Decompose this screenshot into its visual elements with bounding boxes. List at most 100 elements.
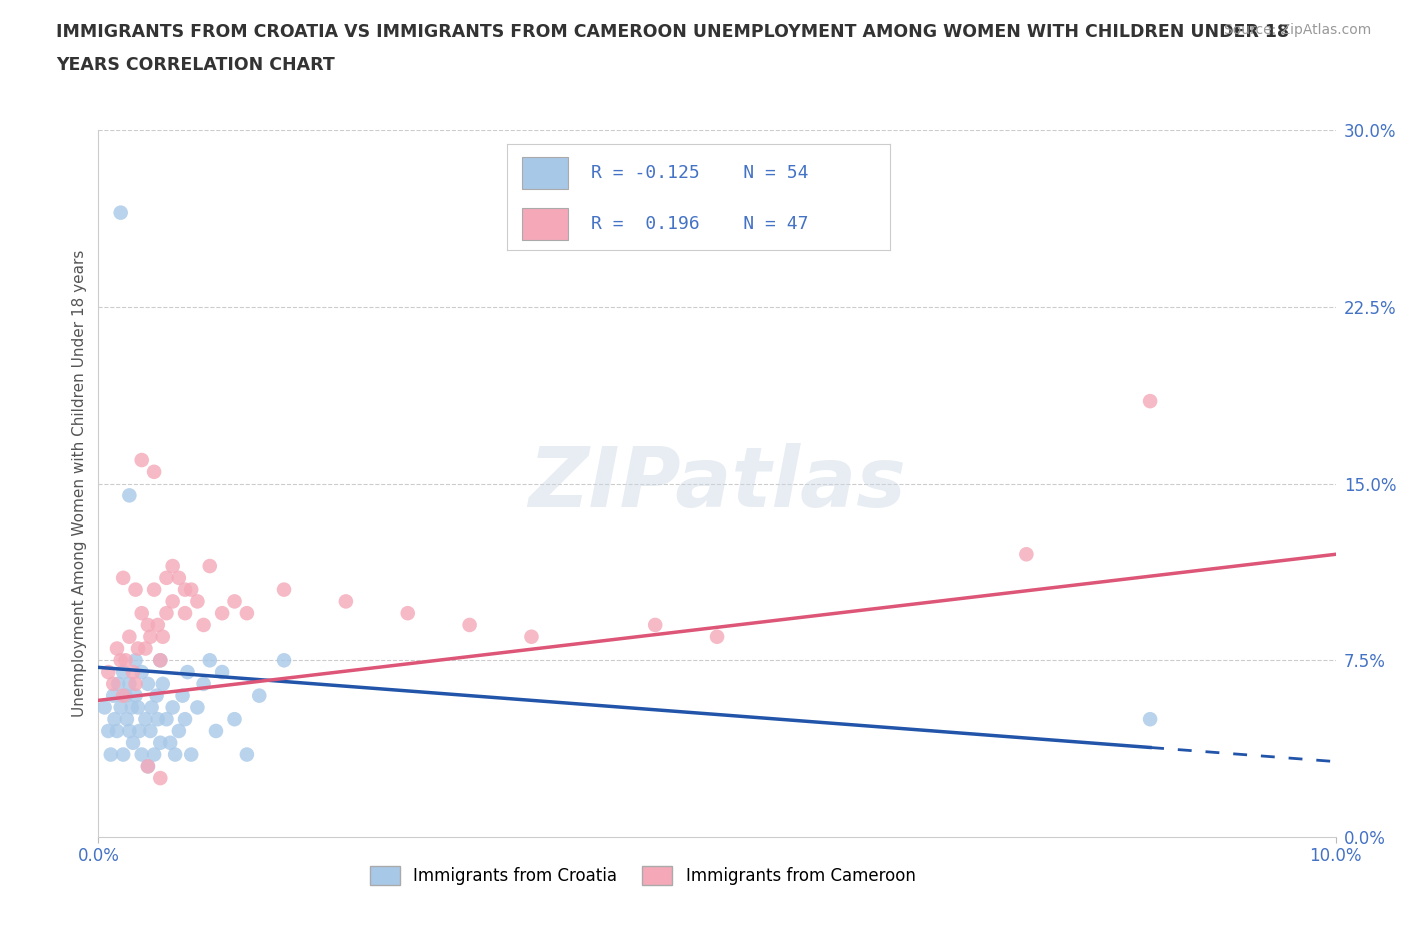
Point bbox=[155, 605, 177, 620]
Point bbox=[115, 711, 138, 726]
Point bbox=[146, 618, 169, 632]
Point bbox=[273, 582, 295, 597]
Point bbox=[118, 630, 141, 644]
Point bbox=[247, 688, 270, 703]
Point bbox=[136, 759, 159, 774]
Point bbox=[198, 559, 221, 574]
Point bbox=[112, 570, 135, 585]
Point bbox=[110, 653, 132, 668]
Point bbox=[122, 736, 145, 751]
Point bbox=[136, 618, 159, 632]
Point bbox=[143, 747, 166, 762]
Point bbox=[520, 630, 543, 644]
Point bbox=[141, 700, 163, 715]
Point bbox=[149, 653, 172, 668]
Text: Source: ZipAtlas.com: Source: ZipAtlas.com bbox=[1223, 23, 1371, 37]
Point bbox=[112, 688, 135, 703]
Point bbox=[162, 700, 184, 715]
Point bbox=[121, 700, 143, 715]
Point bbox=[118, 488, 141, 503]
Point bbox=[103, 688, 125, 703]
Point bbox=[105, 641, 128, 656]
Point bbox=[105, 724, 128, 738]
Point bbox=[136, 759, 159, 774]
Point bbox=[114, 653, 136, 668]
Point bbox=[110, 700, 132, 715]
Point bbox=[118, 724, 141, 738]
Point bbox=[167, 724, 190, 738]
Point bbox=[128, 724, 150, 738]
Point bbox=[112, 665, 135, 680]
Point bbox=[174, 582, 197, 597]
Point bbox=[107, 676, 129, 691]
Point bbox=[396, 605, 419, 620]
Point bbox=[273, 653, 295, 668]
Point bbox=[134, 711, 156, 726]
Point bbox=[155, 570, 177, 585]
Point bbox=[172, 688, 194, 703]
Point bbox=[152, 676, 174, 691]
Point bbox=[152, 630, 174, 644]
Point bbox=[103, 676, 125, 691]
Point bbox=[149, 771, 172, 786]
Point bbox=[159, 736, 181, 751]
Point bbox=[162, 559, 184, 574]
Point bbox=[131, 453, 153, 468]
Point bbox=[114, 688, 136, 703]
Point bbox=[131, 747, 153, 762]
Point bbox=[139, 630, 162, 644]
Point bbox=[193, 618, 215, 632]
Point bbox=[97, 665, 120, 680]
Point bbox=[118, 676, 141, 691]
Point bbox=[1139, 711, 1161, 726]
Point bbox=[143, 464, 166, 479]
Text: IMMIGRANTS FROM CROATIA VS IMMIGRANTS FROM CAMEROON UNEMPLOYMENT AMONG WOMEN WIT: IMMIGRANTS FROM CROATIA VS IMMIGRANTS FR… bbox=[56, 23, 1289, 41]
Point bbox=[112, 747, 135, 762]
Point bbox=[136, 676, 159, 691]
Point bbox=[176, 665, 198, 680]
Point bbox=[139, 724, 162, 738]
Point bbox=[124, 653, 146, 668]
Point bbox=[100, 747, 122, 762]
Point bbox=[174, 711, 197, 726]
Point bbox=[335, 594, 357, 609]
Point bbox=[1139, 393, 1161, 408]
Point bbox=[122, 665, 145, 680]
Point bbox=[706, 630, 728, 644]
Point bbox=[124, 676, 146, 691]
Point bbox=[127, 700, 149, 715]
Point bbox=[224, 594, 246, 609]
Point bbox=[236, 605, 259, 620]
Point bbox=[186, 594, 208, 609]
Point bbox=[162, 594, 184, 609]
Point bbox=[127, 641, 149, 656]
Point bbox=[224, 711, 246, 726]
Point bbox=[458, 618, 481, 632]
Point bbox=[180, 747, 202, 762]
Point bbox=[174, 605, 197, 620]
Point bbox=[149, 653, 172, 668]
Point bbox=[644, 618, 666, 632]
Point bbox=[167, 570, 190, 585]
Point bbox=[193, 676, 215, 691]
Point bbox=[110, 206, 132, 220]
Point bbox=[211, 665, 233, 680]
Point bbox=[131, 605, 153, 620]
Point bbox=[198, 653, 221, 668]
Point bbox=[165, 747, 187, 762]
Point bbox=[1015, 547, 1038, 562]
Text: ZIPatlas: ZIPatlas bbox=[529, 443, 905, 525]
Point bbox=[103, 711, 125, 726]
Point bbox=[131, 665, 153, 680]
Point bbox=[124, 582, 146, 597]
Point bbox=[134, 641, 156, 656]
Text: YEARS CORRELATION CHART: YEARS CORRELATION CHART bbox=[56, 56, 335, 73]
Point bbox=[155, 711, 177, 726]
Point bbox=[149, 736, 172, 751]
Point bbox=[146, 711, 169, 726]
Point bbox=[180, 582, 202, 597]
Point bbox=[93, 700, 115, 715]
Point bbox=[145, 688, 167, 703]
Point bbox=[124, 688, 146, 703]
Legend: Immigrants from Croatia, Immigrants from Cameroon: Immigrants from Croatia, Immigrants from… bbox=[370, 866, 915, 885]
